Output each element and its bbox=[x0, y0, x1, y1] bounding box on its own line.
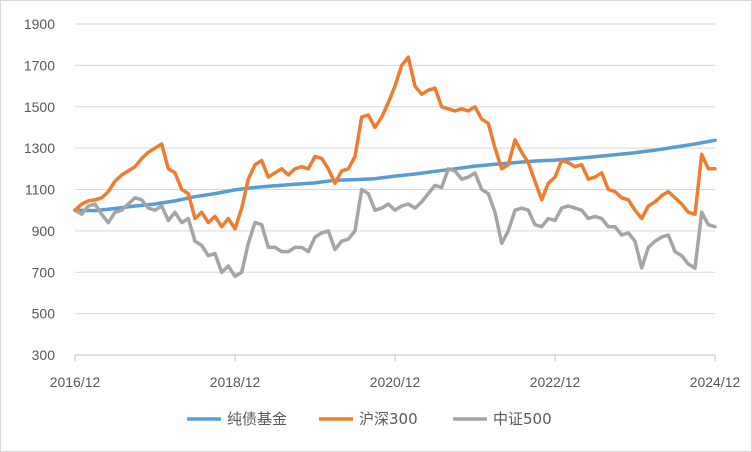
legend-label-3: 中证500 bbox=[493, 410, 552, 428]
x-tick-label: 2016/12 bbox=[50, 374, 101, 390]
y-tick-label: 300 bbox=[32, 347, 56, 363]
y-tick-label: 1300 bbox=[24, 140, 55, 156]
y-tick-label: 1900 bbox=[24, 16, 55, 32]
series-line-1 bbox=[73, 138, 717, 213]
y-tick-label: 700 bbox=[32, 264, 56, 280]
x-tick-label: 2022/12 bbox=[530, 374, 581, 390]
y-tick-label: 900 bbox=[32, 223, 56, 239]
series-lines bbox=[73, 55, 717, 279]
series-line-3 bbox=[73, 167, 717, 279]
x-tick-label: 2024/12 bbox=[690, 374, 741, 390]
axes: 300 500 700 900 1100 1300 1500 1700 1900 2016/12 2… bbox=[24, 16, 741, 390]
legend-label-2: 沪深300 bbox=[359, 410, 418, 428]
y-tick-label: 1700 bbox=[24, 57, 55, 73]
legend-label-1: 纯债基金 bbox=[227, 410, 287, 428]
x-tick-label: 2018/12 bbox=[210, 374, 261, 390]
y-tick-label: 1100 bbox=[25, 182, 55, 198]
x-tick-label: 2020/12 bbox=[370, 374, 421, 390]
series-line-2 bbox=[73, 55, 717, 231]
y-tick-label: 500 bbox=[32, 306, 56, 322]
y-tick-label: 1500 bbox=[24, 99, 55, 115]
legend: 纯债基金 沪深300 中证500 bbox=[187, 410, 552, 428]
